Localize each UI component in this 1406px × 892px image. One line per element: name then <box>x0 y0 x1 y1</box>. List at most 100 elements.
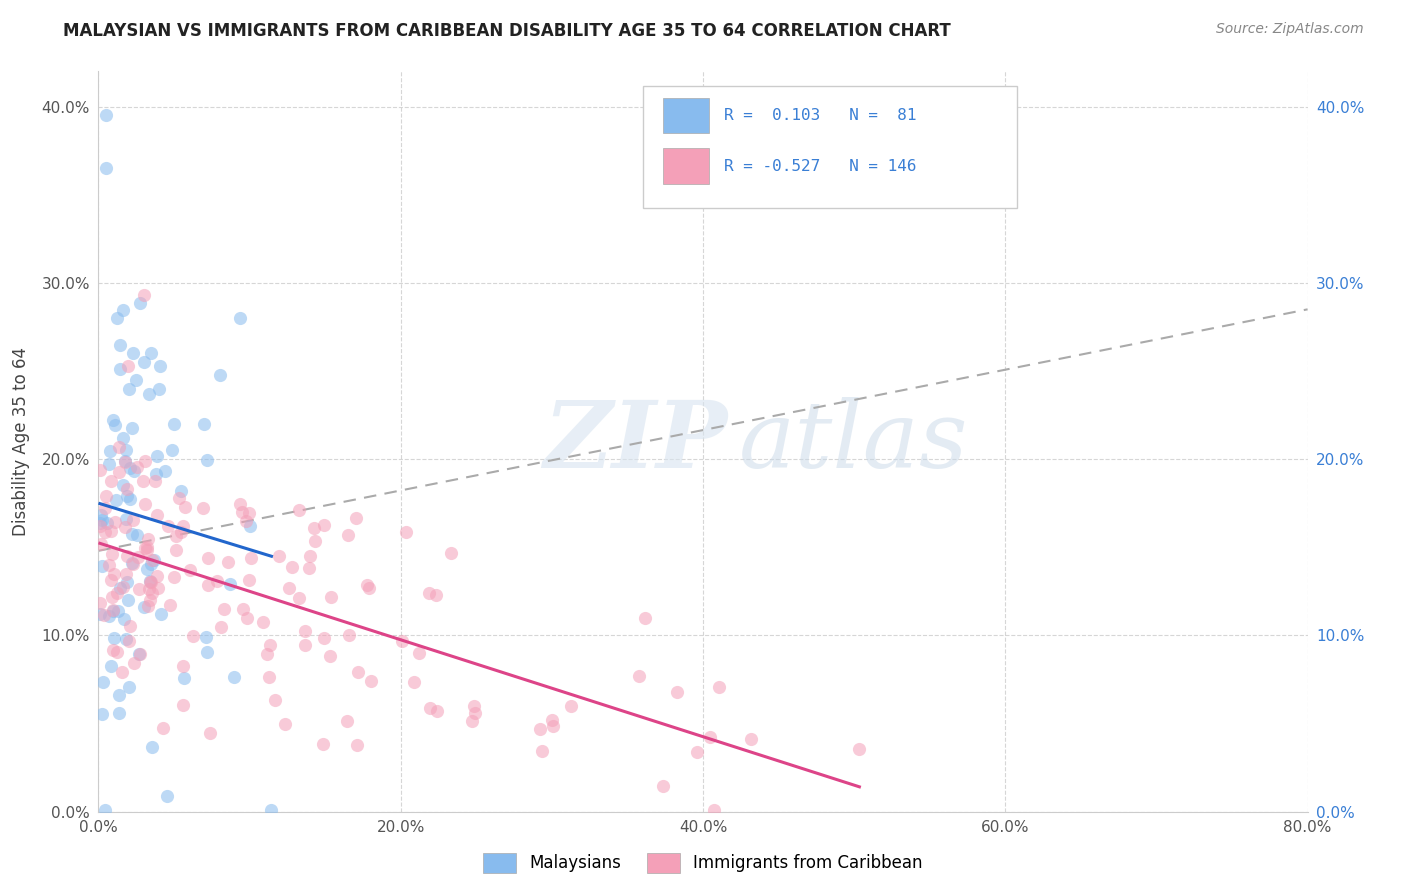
Point <box>139 593 162 607</box>
Point <box>97 457 120 471</box>
Point <box>100 474 122 488</box>
Point <box>93 501 115 516</box>
Point <box>194 630 217 644</box>
Point <box>314 517 336 532</box>
Point <box>163 569 186 583</box>
Point <box>346 739 368 753</box>
Point <box>174 500 197 515</box>
Point <box>235 514 257 528</box>
Point <box>100 573 122 587</box>
Point <box>652 779 675 793</box>
Point <box>294 639 316 653</box>
Point <box>181 629 204 643</box>
Point <box>530 744 553 758</box>
Point <box>259 638 281 652</box>
Point <box>402 674 425 689</box>
Point <box>104 515 127 529</box>
Point <box>134 454 156 468</box>
Point <box>98 558 121 573</box>
Point <box>115 566 138 581</box>
Point <box>132 475 155 489</box>
Point <box>141 574 163 589</box>
Point <box>103 643 125 657</box>
Point <box>141 739 163 754</box>
Point <box>96 489 118 503</box>
Point <box>299 549 322 563</box>
Point <box>114 632 136 646</box>
Point <box>543 719 565 733</box>
Point <box>163 417 186 431</box>
Point <box>356 578 378 592</box>
Point <box>146 569 169 583</box>
Bar <box>664 98 709 134</box>
Text: R = -0.527   N = 146: R = -0.527 N = 146 <box>724 159 917 174</box>
Text: ZIP: ZIP <box>543 397 727 486</box>
Point <box>395 525 418 540</box>
Point <box>145 467 167 482</box>
Text: atlas: atlas <box>740 397 969 486</box>
Point <box>118 491 141 506</box>
Point <box>108 688 131 702</box>
Point <box>232 602 254 616</box>
Point <box>101 547 124 561</box>
Point <box>134 498 156 512</box>
Point <box>100 659 122 673</box>
Point <box>105 311 128 326</box>
Point <box>170 484 193 499</box>
Point <box>529 722 551 736</box>
Point <box>263 692 285 706</box>
Point <box>217 555 239 569</box>
Point <box>346 665 368 679</box>
Point <box>288 502 311 516</box>
Point <box>148 382 170 396</box>
Point <box>107 604 129 618</box>
Point <box>117 592 139 607</box>
Point <box>314 631 336 645</box>
Point <box>89 596 111 610</box>
Point <box>297 561 319 575</box>
Point <box>104 493 127 508</box>
Point <box>198 726 221 740</box>
Point <box>115 490 138 504</box>
Point <box>172 658 194 673</box>
Point <box>114 511 136 525</box>
Point <box>105 644 128 658</box>
Point <box>103 567 125 582</box>
Point <box>103 631 125 645</box>
Point <box>114 455 136 469</box>
Point <box>143 553 166 567</box>
Point <box>114 520 136 534</box>
Point <box>93 607 115 622</box>
Point <box>115 443 138 458</box>
Point <box>141 585 163 599</box>
Point <box>138 575 160 590</box>
Point <box>132 599 155 614</box>
Point <box>252 615 274 630</box>
Point <box>236 611 259 625</box>
Legend: Malaysians, Immigrants from Caribbean: Malaysians, Immigrants from Caribbean <box>477 847 929 880</box>
Point <box>205 574 228 588</box>
Point <box>118 460 141 475</box>
Point <box>100 524 122 538</box>
Point <box>238 507 260 521</box>
Point <box>219 576 242 591</box>
Point <box>302 520 325 534</box>
Point <box>138 582 160 597</box>
Point <box>146 508 169 523</box>
Point <box>118 382 141 396</box>
Point <box>94 108 117 122</box>
Point <box>172 698 194 712</box>
Point <box>89 518 111 533</box>
Point <box>139 557 162 571</box>
Point <box>425 588 447 602</box>
Point <box>101 413 124 427</box>
Point <box>120 619 142 633</box>
Point <box>136 562 159 576</box>
Point <box>128 647 150 661</box>
Point <box>143 474 166 488</box>
Point <box>125 373 148 387</box>
Point <box>117 575 139 590</box>
Point <box>150 607 173 621</box>
Point <box>94 803 117 817</box>
Point <box>122 345 145 359</box>
